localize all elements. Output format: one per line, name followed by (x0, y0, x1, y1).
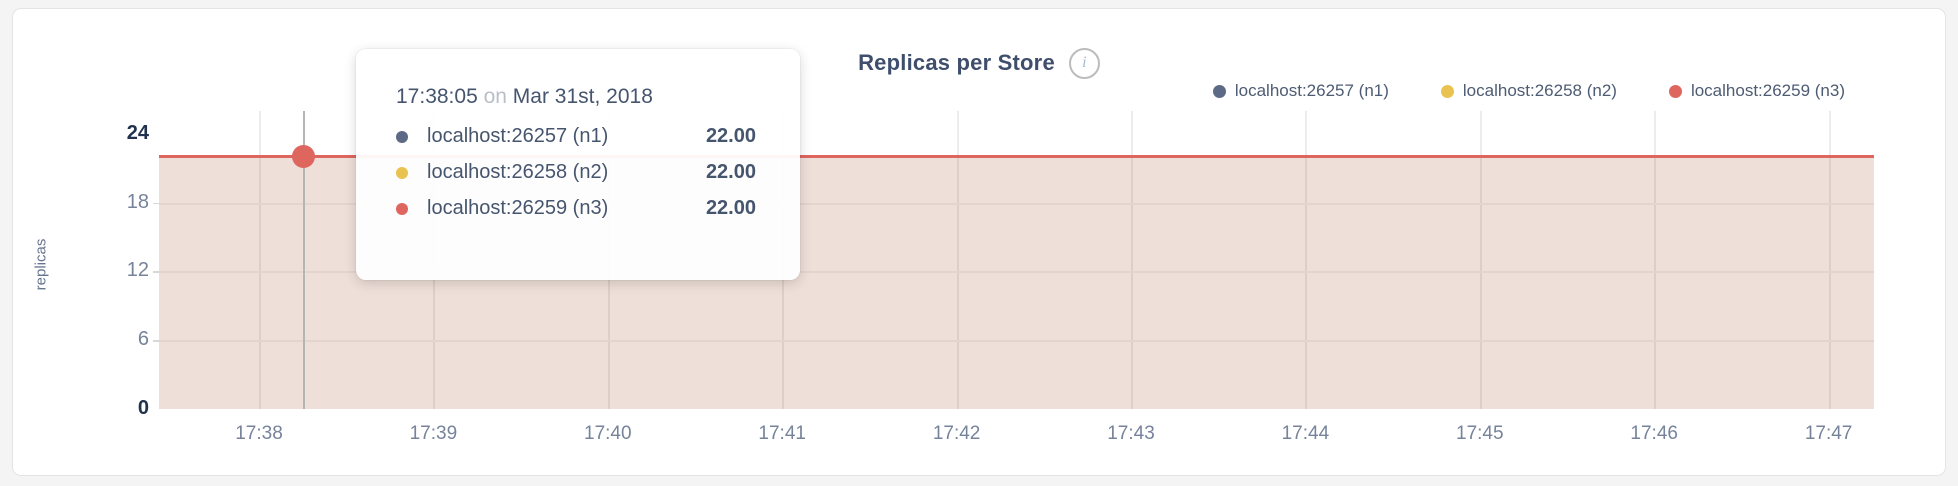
tooltip-series-dot (396, 202, 408, 215)
tooltip-series-name: localhost:26259 (n3) (427, 197, 609, 219)
y-axis-title: replicas (31, 184, 51, 344)
y-tick-label: 0 (137, 397, 149, 419)
vertical-gridline (782, 157, 784, 409)
y-tick-mark (153, 271, 159, 273)
y-tick-label: 18 (126, 190, 149, 213)
tooltip-series-row: localhost:26257 (n1) 22.00 (396, 125, 760, 148)
tooltip-series-row: localhost:26258 (n2) 22.00 (396, 161, 760, 184)
legend-label: localhost:26258 (n2) (1462, 81, 1617, 100)
tooltip-series-dot (396, 130, 408, 143)
x-tick-label: 17:46 (1630, 423, 1678, 444)
legend-item[interactable]: localhost:26257 (n1) (1212, 81, 1389, 101)
y-tick-mark (153, 340, 159, 342)
tooltip-series-row: localhost:26259 (n3) 22.00 (396, 197, 760, 220)
x-tick-label: 17:38 (235, 423, 283, 444)
y-tick-label: 6 (137, 328, 149, 351)
tooltip-series-value: 22.00 (705, 197, 756, 219)
y-tick-label: 24 (126, 121, 149, 144)
tooltip-timestamp: 17:38:05 on Mar 31st, 2018 (396, 85, 800, 109)
legend-dot (1440, 84, 1454, 98)
vertical-gridline (608, 157, 610, 409)
legend-dot (1668, 84, 1682, 98)
tooltip-date-text: Mar 31st, 2018 (512, 85, 653, 108)
horizontal-gridline (159, 271, 1874, 273)
y-axis-title-text: replicas (32, 238, 50, 290)
legend-label: localhost:26259 (n3) (1690, 81, 1845, 100)
legend-label: localhost:26257 (n1) (1234, 81, 1389, 100)
tooltip-series-name: localhost:26257 (n1) (427, 125, 609, 147)
x-tick-label: 17:40 (584, 423, 632, 444)
vertical-gridline (1305, 111, 1307, 157)
legend-item[interactable]: localhost:26258 (n2) (1440, 81, 1617, 101)
vertical-gridline (1829, 157, 1831, 409)
vertical-gridline (957, 157, 959, 409)
vertical-gridline (1654, 157, 1656, 409)
x-tick-label: 17:42 (932, 423, 981, 444)
vertical-gridline (1480, 157, 1482, 409)
legend-dot (1212, 84, 1226, 98)
tooltip-rows: localhost:26257 (n1) 22.00 localhost:26258… (396, 125, 800, 220)
x-tick-label: 17:44 (1281, 423, 1330, 444)
vertical-gridline (1829, 111, 1831, 157)
tooltip-series-dot (396, 166, 408, 179)
tooltip-time: 17:38:05 (396, 85, 478, 108)
hover-data-point[interactable] (292, 145, 315, 168)
x-tick-label: 17:43 (1107, 423, 1155, 444)
x-tick-label: 17:41 (758, 423, 806, 444)
hover-crosshair-line (303, 111, 305, 409)
vertical-gridline (1131, 157, 1133, 409)
horizontal-gridline (159, 340, 1874, 342)
vertical-gridline (433, 157, 435, 409)
vertical-gridline (1480, 111, 1482, 157)
vertical-gridline (259, 111, 261, 157)
x-tick-label: 17:45 (1456, 423, 1504, 444)
vertical-gridline (1654, 111, 1656, 157)
vertical-gridline (957, 111, 959, 157)
info-icon[interactable]: i (1068, 47, 1100, 79)
series-line (159, 155, 1874, 158)
vertical-gridline (1305, 157, 1307, 409)
x-tick-label: 17:47 (1804, 423, 1853, 444)
chart-title: Replicas per Store (858, 50, 1055, 75)
chart-header: Replicas per Store i (13, 43, 1945, 83)
horizontal-gridline (159, 203, 1874, 205)
chart-tooltip: 17:38:05 on Mar 31st, 2018 localhost:262… (356, 49, 800, 280)
tooltip-series-value: 22.00 (705, 161, 756, 183)
chart-legend: localhost:26257 (n1) localhost:26258 (n2)… (1212, 81, 1845, 101)
tooltip-on: on (483, 85, 507, 108)
tooltip-series-name: localhost:26258 (n2) (427, 161, 609, 183)
legend-item[interactable]: localhost:26259 (n3) (1668, 81, 1845, 101)
tooltip-series-value: 22.00 (705, 125, 756, 147)
chart-card: Replicas per Store i localhost:26257 (n1… (12, 8, 1946, 476)
vertical-gridline (1131, 111, 1133, 157)
x-tick-label: 17:39 (409, 423, 458, 444)
y-tick-mark (153, 202, 159, 205)
y-tick-label: 12 (126, 259, 149, 282)
vertical-gridline (259, 157, 261, 409)
